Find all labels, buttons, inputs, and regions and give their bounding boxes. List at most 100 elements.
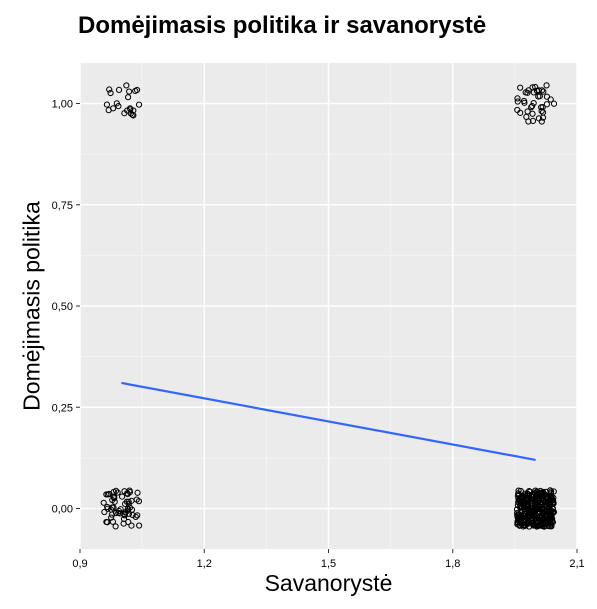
data-point bbox=[539, 109, 547, 116]
data-point bbox=[110, 493, 117, 500]
data-point bbox=[535, 87, 543, 94]
data-point bbox=[126, 488, 134, 496]
data-point bbox=[541, 513, 549, 520]
data-point bbox=[133, 496, 140, 503]
data-point bbox=[105, 107, 112, 114]
data-point bbox=[543, 101, 550, 108]
data-point bbox=[524, 108, 531, 115]
data-point bbox=[112, 523, 119, 530]
data-point bbox=[548, 513, 555, 520]
grid bbox=[79, 63, 578, 549]
data-point bbox=[520, 517, 527, 524]
data-point bbox=[514, 95, 521, 102]
data-point bbox=[538, 104, 545, 111]
chart-title: Domėjimasis politika ir savanorystė bbox=[78, 12, 487, 39]
data-point bbox=[120, 520, 127, 527]
data-point bbox=[538, 87, 546, 94]
data-point bbox=[518, 495, 525, 503]
data-point bbox=[525, 517, 532, 524]
x-tick-label: 1,5 bbox=[321, 558, 336, 570]
data-point bbox=[134, 512, 141, 519]
axes: 0,9 1,2 1,5 1,8 2,1 0,00 0,25 0,50 0,75 1,00 bbox=[52, 99, 585, 571]
data-point bbox=[114, 489, 121, 496]
data-point bbox=[134, 489, 141, 496]
data-point bbox=[125, 94, 132, 101]
y-tick-label: 0,75 bbox=[52, 200, 73, 212]
data-point bbox=[518, 504, 525, 511]
data-point bbox=[130, 107, 137, 114]
data-point bbox=[135, 101, 143, 108]
data-point bbox=[109, 496, 116, 504]
data-point bbox=[128, 522, 135, 529]
x-tick-label: 1,2 bbox=[197, 558, 212, 570]
x-tick-label: 1,8 bbox=[445, 558, 460, 570]
data-point bbox=[110, 504, 117, 511]
data-point bbox=[517, 502, 524, 509]
data-point bbox=[125, 510, 133, 517]
data-point bbox=[540, 88, 547, 95]
data-point bbox=[530, 89, 537, 96]
data-point bbox=[530, 496, 537, 503]
data-point bbox=[516, 522, 523, 529]
data-point bbox=[115, 509, 122, 517]
data-point bbox=[529, 102, 536, 110]
data-point bbox=[543, 93, 551, 100]
y-tick-label: 0,50 bbox=[52, 301, 73, 313]
data-point bbox=[514, 519, 521, 526]
data-point bbox=[535, 93, 542, 100]
x-tick-label: 0,9 bbox=[72, 558, 87, 570]
fit-line bbox=[121, 381, 536, 461]
data-point bbox=[529, 117, 537, 124]
y-axis-label: Domėjimasis politika bbox=[18, 201, 45, 411]
data-point bbox=[106, 86, 113, 93]
data-point bbox=[538, 490, 545, 497]
data-point bbox=[543, 82, 550, 89]
data-point bbox=[121, 512, 128, 519]
data-point bbox=[122, 508, 129, 516]
data-point bbox=[530, 100, 537, 107]
data-point bbox=[129, 111, 136, 118]
data-point bbox=[529, 110, 536, 117]
data-point bbox=[514, 106, 521, 114]
data-point bbox=[536, 509, 543, 516]
data-point bbox=[535, 508, 542, 515]
data-point bbox=[522, 89, 529, 96]
y-tick-label: 0,00 bbox=[52, 504, 73, 516]
data-point bbox=[525, 118, 532, 125]
data-points bbox=[100, 82, 558, 530]
data-point bbox=[132, 513, 139, 520]
data-point bbox=[548, 494, 555, 502]
data-point bbox=[514, 515, 522, 522]
data-point bbox=[545, 500, 552, 507]
data-point bbox=[517, 84, 524, 91]
y-tick-label: 0,25 bbox=[52, 402, 73, 414]
data-point bbox=[113, 100, 120, 107]
fit-line-group bbox=[121, 381, 536, 461]
data-point bbox=[550, 100, 558, 107]
x-axis-label: Savanorystė bbox=[264, 570, 393, 596]
data-point bbox=[532, 83, 539, 91]
y-tick-label: 1,00 bbox=[52, 99, 73, 111]
data-point bbox=[528, 517, 535, 524]
data-point bbox=[123, 82, 130, 89]
data-point bbox=[118, 493, 126, 500]
data-point bbox=[126, 88, 133, 95]
data-point bbox=[530, 512, 538, 519]
data-point bbox=[538, 502, 545, 509]
data-point bbox=[101, 508, 108, 516]
data-point bbox=[522, 499, 529, 506]
data-point bbox=[514, 98, 521, 105]
data-point bbox=[109, 518, 117, 525]
x-tick-label: 2,1 bbox=[569, 558, 584, 570]
data-point bbox=[136, 522, 143, 529]
data-point bbox=[104, 505, 111, 512]
data-point bbox=[100, 499, 107, 506]
data-point bbox=[538, 118, 545, 125]
data-point bbox=[538, 107, 545, 115]
data-point bbox=[121, 110, 128, 117]
data-point bbox=[128, 506, 136, 513]
data-point bbox=[529, 511, 536, 518]
data-point bbox=[133, 86, 141, 94]
data-point bbox=[520, 97, 528, 105]
